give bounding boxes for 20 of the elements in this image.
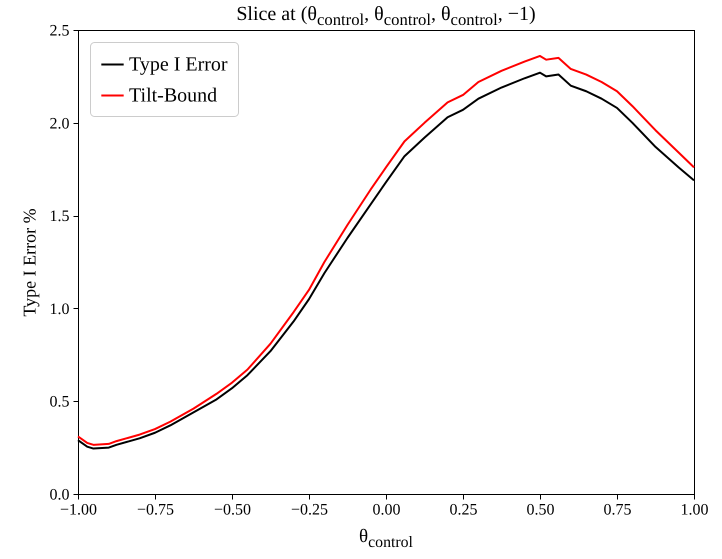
x-tick-label: 0.75	[604, 502, 632, 518]
y-tick-label: 1.0	[50, 300, 70, 318]
x-tick-label: 0.00	[372, 502, 400, 518]
y-axis-title: Type I Error %	[20, 208, 40, 317]
legend-label: Type I Error	[129, 54, 228, 76]
y-tick-label: 0.5	[50, 394, 70, 411]
x-tick-label: −0.75	[136, 502, 174, 518]
x-tick-label: 1.00	[680, 502, 708, 518]
x-tick-label: 0.50	[526, 502, 554, 518]
x-tick-label: −0.50	[214, 502, 252, 518]
x-tick-label: 0.25	[450, 502, 478, 518]
legend-label: Tilt-Bound	[129, 84, 218, 106]
chart-title: Slice at (θ$_{control}$, θ$_{control}$, θ$_{control}$, −1)	[235, 3, 537, 31]
y-tick-label: 0.0	[50, 486, 70, 504]
y-tick-label: 2.0	[50, 115, 70, 132]
x-tick-label: −1.00	[60, 502, 98, 518]
y-tick-label: 2.5	[50, 22, 70, 40]
x-tick-label: −0.25	[290, 502, 328, 518]
y-tick-label: 1.5	[50, 208, 70, 226]
x-axis-title: θ$_{control}$	[358, 526, 414, 552]
